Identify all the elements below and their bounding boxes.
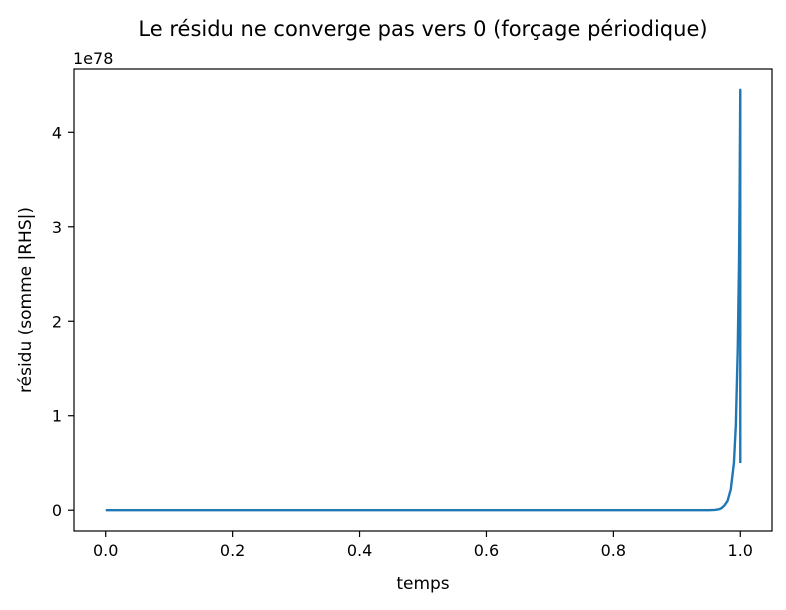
y-offset-label: 1e78 [73,49,113,68]
x-tick-label: 0.6 [474,541,499,560]
series-layer [105,88,742,512]
y-tick-label: 1 [52,407,62,426]
tick-layer: 0.0 0.2 0.4 0.6 0.8 1.0 0 1 2 3 4 [52,123,753,560]
plot-frame [73,68,773,532]
series-line-0 [105,88,742,512]
y-axis-label: résidu (somme |RHS|) [16,207,36,393]
x-tick-label: 0.4 [347,541,372,560]
y-tick-label: 3 [52,218,62,237]
y-tick-label: 4 [52,123,62,142]
y-tick-label: 2 [52,312,62,331]
x-tick-label: 0.8 [601,541,626,560]
x-tick-label: 0.2 [220,541,245,560]
x-tick-label: 1.0 [728,541,753,560]
chart-title: Le résidu ne converge pas vers 0 (forçag… [138,17,707,41]
x-axis-label: temps [396,574,449,594]
y-tick-label: 0 [52,501,62,520]
x-tick-label: 0.0 [93,541,118,560]
